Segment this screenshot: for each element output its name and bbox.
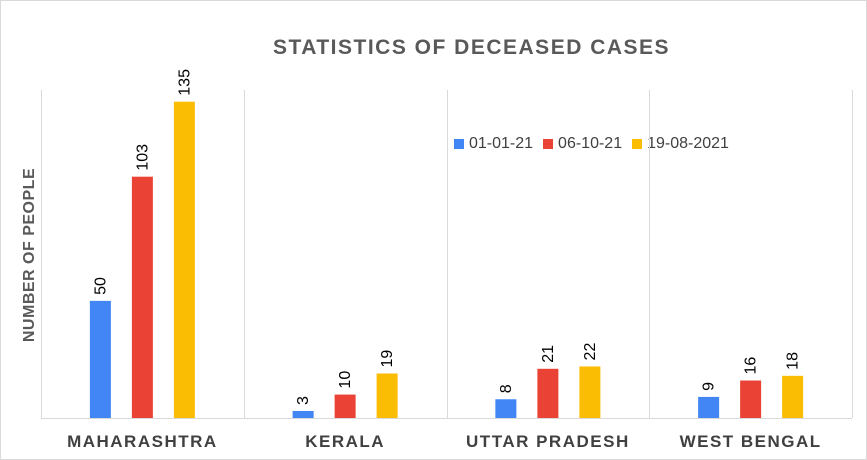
legend-item: 19-08-2021 <box>632 135 729 153</box>
bar <box>537 368 559 418</box>
bar <box>579 366 601 418</box>
bar <box>495 399 517 418</box>
data-label: 16 <box>743 357 760 375</box>
bar <box>131 176 153 418</box>
bar <box>292 410 314 418</box>
data-label: 19 <box>379 350 396 368</box>
legend-swatch <box>543 139 554 149</box>
data-label: 21 <box>540 345 557 363</box>
data-label: 9 <box>701 382 718 391</box>
legend-label: 19-08-2021 <box>647 135 729 152</box>
category-label: UTTAR PRADESH <box>466 432 630 451</box>
data-label: 10 <box>337 371 354 389</box>
category-label: MAHARASHTRA <box>67 432 218 451</box>
legend-label: 06-10-21 <box>558 135 623 152</box>
bar <box>740 380 762 418</box>
data-label: 103 <box>134 144 151 171</box>
data-label: 22 <box>582 343 599 361</box>
data-label: 18 <box>785 352 802 370</box>
chart-title: STATISTICS OF DECEASED CASES <box>272 36 671 59</box>
bar <box>698 396 720 418</box>
data-label: 135 <box>176 69 193 96</box>
bar <box>334 394 356 418</box>
legend-item: 06-10-21 <box>543 135 622 153</box>
legend: 01-01-21 06-10-21 19-08-2021 <box>454 135 739 153</box>
data-label: 3 <box>295 396 312 405</box>
bar <box>173 101 195 418</box>
bar <box>89 300 111 418</box>
category-label: WEST BENGAL <box>680 432 822 451</box>
legend-swatch <box>632 139 643 149</box>
legend-swatch <box>454 139 464 149</box>
legend-label: 01-01-21 <box>469 135 534 152</box>
bar <box>376 373 398 418</box>
legend-item: 01-01-21 <box>454 135 533 153</box>
bar <box>782 375 804 418</box>
data-label: 8 <box>498 384 515 393</box>
data-label: 50 <box>92 277 109 295</box>
category-label: KERALA <box>305 432 385 451</box>
